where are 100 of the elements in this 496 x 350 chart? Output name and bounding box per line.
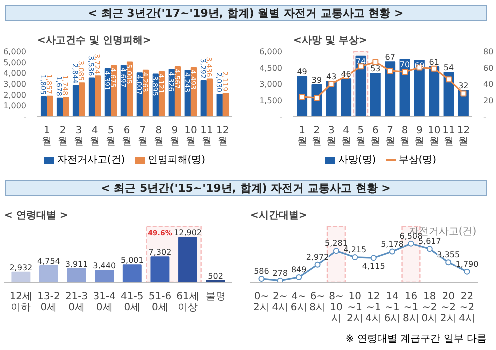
data-label: 70 <box>400 60 410 70</box>
bar <box>47 96 54 116</box>
data-label: 2,972 <box>306 252 330 262</box>
bar <box>122 264 142 282</box>
x-tick-label: 9월 <box>414 126 425 148</box>
point <box>299 94 306 100</box>
x-tick-label: 2월 <box>312 126 322 148</box>
y2-tick-label: - <box>484 112 486 122</box>
chart-title: < 연령대별 > <box>4 210 68 222</box>
y-tick-label: 1,500 <box>260 96 283 106</box>
legend-label: 인명피해(명) <box>148 155 206 166</box>
x-tick-label: 12~14시 <box>366 292 382 324</box>
chart-title: <시간대별> <box>250 210 308 222</box>
point <box>372 59 379 66</box>
x-tick-label: 1월 <box>297 126 308 148</box>
y-tick-label: 3,000 <box>260 80 283 89</box>
point <box>352 254 358 260</box>
data-label: 61 <box>429 58 440 67</box>
bar <box>150 256 170 282</box>
y-tick-label: 6,000 <box>4 48 27 56</box>
x-tick-label: 21-30세 <box>65 292 88 314</box>
x-tick-label: 12월 <box>457 126 470 148</box>
data-label: 278 <box>272 268 288 278</box>
point <box>314 95 320 102</box>
x-tick-label: 20~22시 <box>440 292 457 324</box>
y-tick-label: 5,000 <box>4 58 27 68</box>
point <box>402 69 408 76</box>
bar <box>444 72 454 116</box>
bar <box>429 66 440 116</box>
data-label: 3,911 <box>65 260 88 269</box>
bar <box>94 76 102 116</box>
x-tick-label: 5월 <box>356 126 366 148</box>
bar <box>56 98 64 116</box>
data-label: 4,754 <box>38 256 60 266</box>
data-label: 5,001 <box>120 256 144 266</box>
data-label: 7,302 <box>148 248 172 258</box>
x-tick-label: 1월 <box>42 126 52 148</box>
point <box>431 66 438 72</box>
x-tick-label: 5월 <box>106 126 116 148</box>
data-label: 3,355 <box>437 250 460 260</box>
chart-subtitle: < 최근 3년간('17~'19년, 합계) 월별 자전거 교통사고 현황 > <box>88 6 404 21</box>
x-tick-label: 8~10시 <box>329 292 344 324</box>
point <box>387 68 394 74</box>
data-label: 32 <box>458 82 469 90</box>
bar <box>297 76 308 116</box>
y2-tick-label: 80 <box>484 48 494 56</box>
x-tick-label: 7월 <box>138 126 148 148</box>
x-tick-label: 12세이하 <box>10 292 33 314</box>
chart-title: <사고건수 및 인명피해> <box>38 36 152 46</box>
x-tick-label: 11월 <box>200 126 214 148</box>
data-label: 39 <box>312 76 322 85</box>
data-label: 3,440 <box>93 262 116 271</box>
legend-label: 자전거사고(건) <box>57 155 126 166</box>
x-tick-label: 3월 <box>74 126 84 148</box>
y-tick-label: 2,000 <box>4 90 27 100</box>
legend-label: 사망(명) <box>338 155 376 166</box>
x-tick-label: 0~2시 <box>254 292 270 314</box>
x-tick-label: 7월 <box>385 126 396 148</box>
point <box>408 240 414 247</box>
x-tick-label: 31-40세 <box>93 292 116 314</box>
data-label: 67 <box>385 53 396 62</box>
x-tick-label: 14~16시 <box>384 292 401 324</box>
x-tick-label: 10월 <box>428 126 441 148</box>
x-tick-label: 18~20시 <box>422 292 438 324</box>
text: ※ 연령대별 계급구간 일부 다름 <box>346 334 487 346</box>
x-tick-label: 2~4시 <box>272 292 289 314</box>
data-label: 46 <box>341 70 352 80</box>
bar <box>222 93 230 116</box>
x-tick-label: 2월 <box>58 126 68 148</box>
data-label: 5,281 <box>325 239 348 248</box>
data-label: 5,178 <box>381 240 404 249</box>
y2-tick-label: 60 <box>484 64 494 73</box>
y-tick-label: 4,500 <box>260 64 283 73</box>
x-tick-label: 10월 <box>184 126 198 148</box>
x-tick-label: 8월 <box>154 126 164 148</box>
bar <box>40 96 48 116</box>
data-label: 586 <box>254 267 270 276</box>
x-tick-label: 16~18시 <box>403 292 420 324</box>
data-label: 53 <box>370 64 381 74</box>
data-label: 849 <box>291 265 307 274</box>
point <box>296 274 302 280</box>
data-label: 54 <box>444 64 454 73</box>
bar <box>414 60 425 116</box>
x-tick-label: 41-50세 <box>121 292 144 314</box>
data-label: 43 <box>326 72 337 82</box>
x-tick-label: 51-60세 <box>148 292 172 314</box>
legend-label: 부상(명) <box>398 155 437 166</box>
point <box>446 260 452 266</box>
point <box>390 248 396 255</box>
chart-subtitle: < 최근 5년간('15~'19년, 합계) 자전거 교통사고 현황 > <box>101 181 391 196</box>
bar <box>206 78 214 116</box>
data-label: 502 <box>208 272 224 281</box>
bar <box>12 272 31 282</box>
y-tick-label: - <box>280 112 283 122</box>
data-label: 12,902 <box>174 228 202 238</box>
data-label: 49 <box>297 68 308 77</box>
bar <box>67 268 86 282</box>
bar <box>385 62 396 116</box>
x-tick-label: 10~12시 <box>346 292 364 324</box>
data-label: 2,932 <box>10 263 33 272</box>
